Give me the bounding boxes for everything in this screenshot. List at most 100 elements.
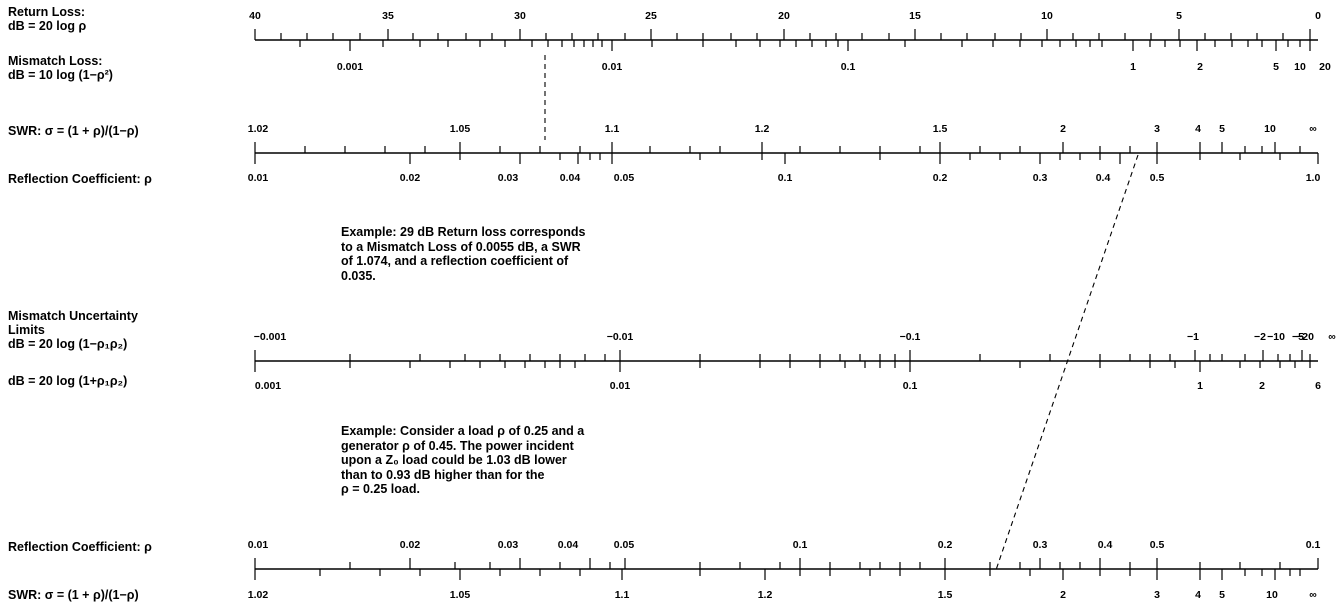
example2-line: ρ = 0.25 load.: [341, 482, 420, 496]
refl-top-tick-label: 0.2: [933, 172, 948, 184]
mismatch-plus-tick-label: 6: [1315, 380, 1321, 392]
mismatch-minus-tick-label: −5: [1292, 331, 1304, 343]
swr-top-tick-label: 1.5: [933, 123, 948, 135]
mismatch-plus-tick-label: 0.001: [255, 380, 281, 392]
swr-bottom-tick-label: 1.02: [248, 589, 269, 601]
mismatch-loss-tick-label: 1: [1130, 61, 1136, 73]
nomogram-tick-labels: 40 35 30 25 20 15 10 5 00.001 0.01 0.1 1 2 5 10 201.02 1…: [248, 10, 1336, 601]
return-loss-tick-label: 30: [514, 10, 526, 22]
swr-top-tick-label: ∞: [1309, 123, 1317, 135]
refl-bottom-tick-label: 0.03: [498, 539, 519, 551]
refl-bottom-tick-label: 0.01: [248, 539, 269, 551]
swr-bottom-tick-label: 4: [1195, 589, 1201, 601]
mismatch-loss-formula: dB = 10 log (1−ρ²): [8, 68, 113, 82]
refl-top-tick-label: 1.0: [1306, 172, 1321, 184]
return-loss-title: Return Loss:: [8, 5, 86, 19]
refl-bottom-tick-label: 0.4: [1098, 539, 1113, 551]
return-loss-tick-label: 25: [645, 10, 657, 22]
return-loss-tick-label: 10: [1041, 10, 1053, 22]
swr-bottom-tick-label: 3: [1154, 589, 1160, 601]
example1-line: of 1.074, and a reflection coefficient o…: [341, 254, 569, 268]
mismatch-plus-tick-label: 1: [1197, 380, 1203, 392]
swr-top-tick-label: 10: [1264, 123, 1276, 135]
mismatch-minus-tick-label: ∞: [1328, 331, 1336, 343]
return-loss-tick-label: 0: [1315, 10, 1321, 22]
return-loss-formula: dB = 20 log ρ: [8, 19, 87, 33]
swr-label-bottom: SWR: σ = (1 + ρ)/(1−ρ): [8, 588, 139, 602]
return-loss-tick-label: 40: [249, 10, 261, 22]
swr-top-tick-label: 4: [1195, 123, 1201, 135]
swr-bottom-tick-label: 1.05: [450, 589, 471, 601]
mismatch-uncertainty-plus-formula: dB = 20 log (1+ρ₁ρ₂): [8, 374, 128, 388]
mismatch-loss-title: Mismatch Loss:: [8, 54, 103, 68]
reflection-coefficient-label-top: Reflection Coefficient: ρ: [8, 172, 152, 186]
swr-bottom-tick-label: ∞: [1309, 589, 1317, 601]
example2-guide-line: [995, 154, 1139, 571]
mismatch-loss-tick-label: 5: [1273, 61, 1279, 73]
swr-bottom-tick-label: 1.2: [758, 589, 773, 601]
mismatch-plus-tick-label: 2: [1259, 380, 1265, 392]
swr-bottom-tick-label: 10: [1266, 589, 1278, 601]
swr-bottom-tick-label: 5: [1219, 589, 1225, 601]
example-guide-lines: [544, 55, 1139, 571]
swr-top-tick-label: 2: [1060, 123, 1066, 135]
swr-top-tick-label: 1.2: [755, 123, 770, 135]
mismatch-loss-tick-label: 0.001: [337, 61, 363, 73]
refl-top-tick-label: 0.3: [1033, 172, 1048, 184]
refl-bottom-tick-label: 0.5: [1150, 539, 1165, 551]
reflection-coefficient-label-bottom: Reflection Coefficient: ρ: [8, 540, 152, 554]
refl-bottom-tick-label: 0.02: [400, 539, 421, 551]
swr-top-tick-label: 1.02: [248, 123, 269, 135]
swr-bottom-tick-label: 1.1: [615, 589, 630, 601]
refl-top-tick-label: 0.1: [778, 172, 793, 184]
refl-bottom-tick-label: 0.3: [1033, 539, 1048, 551]
mismatch-minus-tick-label: −1: [1187, 331, 1199, 343]
mismatch-loss-tick-label: 2: [1197, 61, 1203, 73]
example1-line: Example: 29 dB Return loss corresponds: [341, 225, 586, 239]
refl-top-tick-label: 0.03: [498, 172, 519, 184]
refl-bottom-tick-label: 0.04: [558, 539, 579, 551]
mismatch-minus-tick-label: −20: [1296, 331, 1314, 343]
refl-top-tick-label: 0.4: [1096, 172, 1111, 184]
example2-line: Example: Consider a load ρ of 0.25 and a: [341, 424, 585, 438]
return-loss-tick-label: 35: [382, 10, 394, 22]
mismatch-loss-tick-label: 20: [1319, 61, 1331, 73]
example-note-1: Example: 29 dB Return loss corresponds t…: [341, 225, 586, 283]
return-loss-tick-label: 5: [1176, 10, 1182, 22]
refl-top-tick-label: 0.04: [560, 172, 581, 184]
mismatch-loss-tick-label: 10: [1294, 61, 1306, 73]
mismatch-minus-tick-label: −0.01: [607, 331, 634, 343]
mismatch-loss-tick-label: 0.01: [602, 61, 623, 73]
nomogram-axes: [254, 29, 1319, 580]
mismatch-uncertainty-limits: Limits: [8, 323, 45, 337]
mismatch-uncertainty-title: Mismatch Uncertainty: [8, 309, 138, 323]
swr-bottom-tick-label: 1.5: [938, 589, 953, 601]
mismatch-plus-tick-label: 0.1: [903, 380, 918, 392]
example2-line: upon a Z₀ load could be 1.03 dB lower: [341, 453, 567, 467]
refl-top-tick-label: 0.01: [248, 172, 269, 184]
mismatch-plus-tick-label: 0.01: [610, 380, 631, 392]
mismatch-loss-tick-label: 0.1: [841, 61, 856, 73]
swr-top-tick-label: 3: [1154, 123, 1160, 135]
mismatch-uncertainty-minus-formula: dB = 20 log (1−ρ₁ρ₂): [8, 337, 128, 351]
return-loss-tick-label: 20: [778, 10, 790, 22]
refl-bottom-tick-label: 0.2: [938, 539, 953, 551]
mismatch-minus-tick-label: −2: [1254, 331, 1266, 343]
refl-top-tick-label: 0.02: [400, 172, 421, 184]
swr-top-tick-label: 5: [1219, 123, 1225, 135]
mismatch-minus-tick-label: −0.001: [254, 331, 287, 343]
example2-line: generator ρ of 0.45. The power incident: [341, 438, 574, 453]
example2-line: than to 0.93 dB higher than for the: [341, 467, 545, 482]
refl-top-tick-label: 0.5: [1150, 172, 1165, 184]
example1-line: to a Mismatch Loss of 0.0055 dB, a SWR: [341, 239, 581, 254]
refl-bottom-tick-label: 0.1: [793, 539, 808, 551]
refl-top-tick-label: 0.05: [614, 172, 635, 184]
mismatch-minus-tick-label: −0.1: [900, 331, 921, 343]
example-note-2: Example: Consider a load ρ of 0.25 and a…: [341, 424, 584, 497]
mismatch-minus-tick-label: −10: [1267, 331, 1285, 343]
swr-bottom-tick-label: 2: [1060, 589, 1066, 601]
swr-label-top: SWR: σ = (1 + ρ)/(1−ρ): [8, 124, 139, 138]
example1-line: 0.035.: [341, 268, 376, 283]
swr-top-tick-label: 1.05: [450, 123, 471, 135]
